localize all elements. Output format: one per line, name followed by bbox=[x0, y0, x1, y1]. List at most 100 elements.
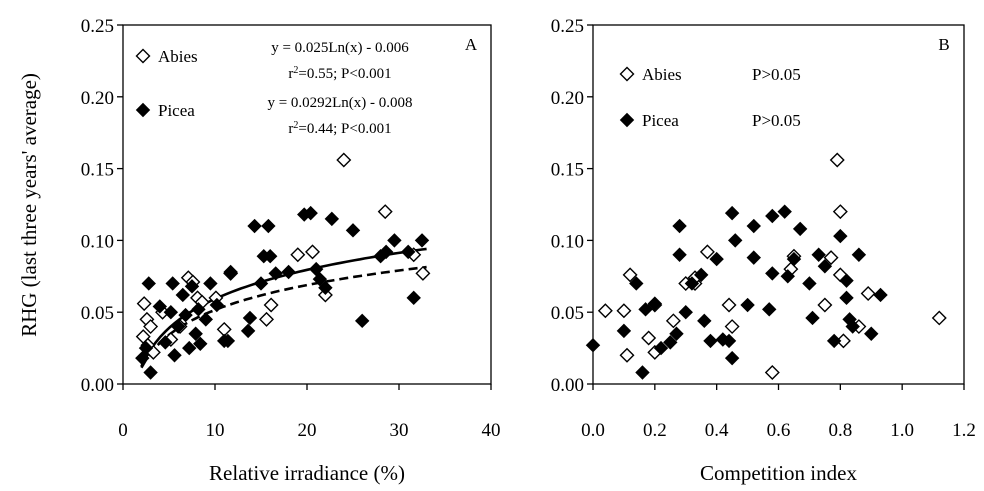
data-point-picea bbox=[777, 204, 792, 219]
data-point-picea bbox=[345, 223, 361, 238]
data-point-picea bbox=[247, 218, 262, 234]
y-tick-label: 0.05 bbox=[551, 303, 584, 324]
data-point-picea bbox=[765, 266, 780, 281]
data-point-abies bbox=[699, 244, 715, 260]
x-tick-label: 10 bbox=[206, 420, 225, 441]
data-point-picea bbox=[629, 276, 644, 291]
data-point-picea bbox=[728, 233, 743, 248]
data-point-picea bbox=[638, 302, 653, 317]
legend-marker-abies bbox=[619, 66, 635, 82]
data-point-picea bbox=[182, 340, 197, 356]
r2-stats-picea: r2=0.44; P<0.001 bbox=[288, 120, 391, 138]
data-point-abies bbox=[817, 297, 833, 313]
series-picea bbox=[585, 204, 888, 380]
data-point-picea bbox=[724, 205, 740, 221]
data-point-picea bbox=[864, 326, 879, 341]
data-point-picea bbox=[163, 304, 179, 320]
series-picea bbox=[135, 205, 430, 380]
significance-picea: P>0.05 bbox=[752, 111, 801, 130]
data-point-picea bbox=[703, 333, 718, 349]
data-point-picea bbox=[175, 287, 191, 303]
data-point-picea bbox=[220, 333, 236, 349]
r2-superscript: 2 bbox=[293, 65, 298, 76]
data-point-picea bbox=[805, 310, 820, 326]
data-point-picea bbox=[184, 279, 200, 294]
data-point-picea bbox=[585, 338, 601, 353]
data-point-abies bbox=[764, 365, 780, 381]
legend-label-picea: Picea bbox=[158, 101, 195, 120]
data-point-picea bbox=[262, 248, 278, 264]
y-tick-label: 0.00 bbox=[81, 375, 114, 396]
data-point-picea bbox=[387, 233, 402, 248]
data-point-picea bbox=[786, 251, 802, 267]
data-point-picea bbox=[616, 323, 632, 339]
data-point-abies bbox=[305, 244, 321, 260]
legend-label-picea: Picea bbox=[642, 111, 679, 130]
data-point-abies bbox=[724, 319, 740, 335]
data-point-picea bbox=[780, 269, 795, 284]
data-point-abies bbox=[336, 152, 352, 168]
x-tick-label: 0 bbox=[118, 420, 128, 441]
y-axis-label: RHG (last three years' average) bbox=[17, 73, 41, 337]
data-point-abies bbox=[829, 152, 845, 168]
data-point-picea bbox=[268, 266, 283, 281]
y-tick-label: 0.00 bbox=[551, 375, 584, 396]
data-point-picea bbox=[261, 218, 276, 234]
data-point-picea bbox=[746, 250, 761, 265]
y-tick-label: 0.05 bbox=[81, 303, 114, 324]
y-tick-label: 0.10 bbox=[551, 231, 584, 252]
x-tick-label: 1.0 bbox=[890, 420, 914, 441]
data-point-picea bbox=[762, 302, 777, 317]
data-point-picea bbox=[378, 244, 394, 260]
data-point-picea bbox=[209, 297, 225, 313]
data-point-picea bbox=[635, 365, 650, 380]
data-point-picea bbox=[354, 313, 370, 329]
data-point-picea bbox=[833, 228, 848, 244]
data-point-picea bbox=[198, 312, 214, 327]
x-tick-label: 30 bbox=[390, 420, 409, 441]
data-point-abies bbox=[597, 303, 613, 319]
significance-abies: P>0.05 bbox=[752, 65, 801, 84]
data-point-picea bbox=[240, 323, 256, 339]
data-point-picea bbox=[802, 276, 817, 291]
data-point-picea bbox=[851, 247, 867, 262]
data-point-picea bbox=[167, 348, 182, 363]
data-point-picea bbox=[193, 336, 208, 351]
data-point-abies bbox=[616, 303, 632, 319]
x-axis-label: Competition index bbox=[700, 461, 857, 485]
data-point-abies bbox=[415, 265, 431, 281]
legend-marker-abies bbox=[135, 48, 151, 64]
r2-stats-abies: r2=0.55; P<0.001 bbox=[288, 65, 391, 83]
x-tick-label: 40 bbox=[482, 420, 501, 441]
data-point-picea bbox=[158, 335, 173, 350]
data-point-picea bbox=[724, 350, 740, 366]
data-point-picea bbox=[669, 326, 684, 341]
data-point-picea bbox=[684, 276, 700, 291]
data-point-abies bbox=[290, 247, 306, 263]
r2-symbol: r bbox=[288, 121, 293, 137]
x-tick-label: 20 bbox=[298, 420, 317, 441]
data-point-abies bbox=[259, 311, 275, 327]
data-point-picea bbox=[709, 251, 724, 267]
data-point-picea bbox=[678, 304, 693, 320]
legend-label-abies: Abies bbox=[158, 47, 198, 66]
r2-value: =0.44; P<0.001 bbox=[298, 121, 391, 137]
data-point-abies bbox=[823, 250, 839, 266]
x-axis-label: Relative irradiance (%) bbox=[209, 461, 405, 485]
data-point-picea bbox=[663, 335, 678, 350]
data-point-picea bbox=[138, 340, 154, 356]
legend-label-abies: Abies bbox=[642, 65, 682, 84]
panel-b: 0.0 0.2 0.4 0.6 0.8 1.0 1.2 0.00 0.05 0.10 0.15 0.2… bbox=[551, 16, 976, 485]
panel-a: 0 10 20 30 40 0.00 0.05 0.10 0.15 0.20 0.25 Relativ… bbox=[81, 16, 501, 485]
r2-superscript: 2 bbox=[293, 120, 298, 131]
x-tick-label: 1.2 bbox=[952, 420, 976, 441]
x-tick-label: 0.4 bbox=[705, 420, 729, 441]
data-point-abies bbox=[622, 267, 638, 283]
data-point-picea bbox=[873, 287, 888, 303]
data-point-picea bbox=[152, 299, 168, 314]
y-tick-label: 0.10 bbox=[81, 231, 114, 252]
x-tick-label: 0.0 bbox=[581, 420, 605, 441]
data-point-picea bbox=[740, 297, 755, 313]
y-tick-label: 0.15 bbox=[81, 160, 114, 181]
